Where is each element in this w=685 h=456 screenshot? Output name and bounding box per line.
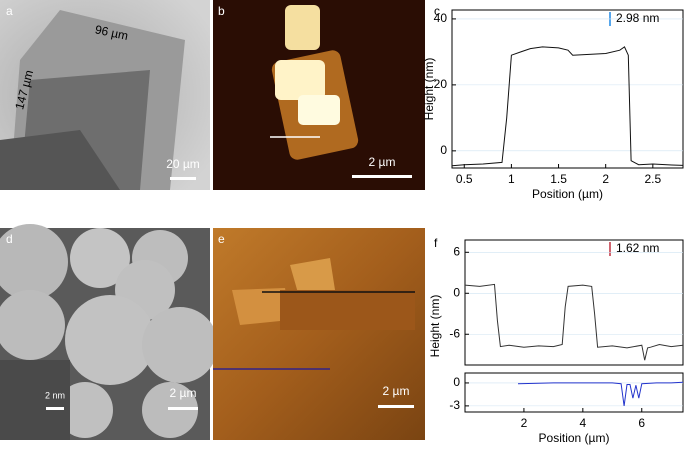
panel-letter: c bbox=[434, 4, 440, 18]
y-tick-label: -3 bbox=[449, 398, 460, 412]
y-tick-label: 40 bbox=[434, 11, 448, 25]
inset-scale-bar-label: 2 nm bbox=[45, 390, 65, 400]
annotation: 1.62 nm bbox=[616, 241, 659, 255]
x-tick-label: 2.5 bbox=[644, 172, 661, 186]
y-tick-label: 0 bbox=[440, 143, 447, 157]
x-tick-label: 6 bbox=[638, 416, 645, 430]
image-b: b 2 µm bbox=[213, 0, 425, 190]
plot-frame bbox=[464, 372, 684, 413]
y-tick-label: -6 bbox=[449, 326, 460, 340]
annotation: 96 µm bbox=[94, 22, 130, 43]
x-tick-label: 0.5 bbox=[456, 172, 473, 186]
y-tick-label: 0 bbox=[453, 375, 460, 389]
y-axis-label: Height (nm) bbox=[428, 295, 442, 358]
panel-letter: b bbox=[218, 4, 225, 18]
line-series bbox=[464, 283, 684, 361]
x-tick-label: 2 bbox=[602, 172, 609, 186]
y-tick-label: 6 bbox=[453, 244, 460, 258]
x-axis-label: Position (µm) bbox=[539, 431, 610, 445]
line-series bbox=[517, 381, 684, 406]
panel-letter: e bbox=[218, 232, 225, 246]
image-d: d 2 nm 2 µm bbox=[0, 224, 218, 440]
annotation: 2.98 nm bbox=[616, 11, 659, 25]
x-axis-label: Position (µm) bbox=[532, 187, 603, 201]
line-series bbox=[451, 46, 684, 167]
scale-bar-label: 2 µm bbox=[369, 155, 396, 169]
y-tick-label: 0 bbox=[453, 285, 460, 299]
x-tick-label: 2 bbox=[521, 416, 528, 430]
panel-letter: a bbox=[6, 4, 13, 18]
plot-frame bbox=[451, 9, 684, 169]
panel-letter: f bbox=[434, 236, 438, 250]
image-a: a 96 µm 147 µm 20 µm bbox=[0, 0, 210, 190]
y-axis-label: Height (nm) bbox=[422, 58, 436, 121]
scale-bar-label: 20 µm bbox=[166, 157, 200, 171]
plot-frame bbox=[464, 239, 684, 366]
image-e: e 2 µm bbox=[213, 228, 425, 440]
x-tick-label: 4 bbox=[579, 416, 586, 430]
scale-bar-label: 2 µm bbox=[383, 384, 410, 398]
x-tick-label: 1.5 bbox=[550, 172, 567, 186]
x-tick-label: 1 bbox=[508, 172, 515, 186]
y-tick-label: 20 bbox=[434, 77, 448, 91]
scale-bar-label: 2 µm bbox=[170, 386, 197, 400]
panel-letter: d bbox=[6, 232, 13, 246]
